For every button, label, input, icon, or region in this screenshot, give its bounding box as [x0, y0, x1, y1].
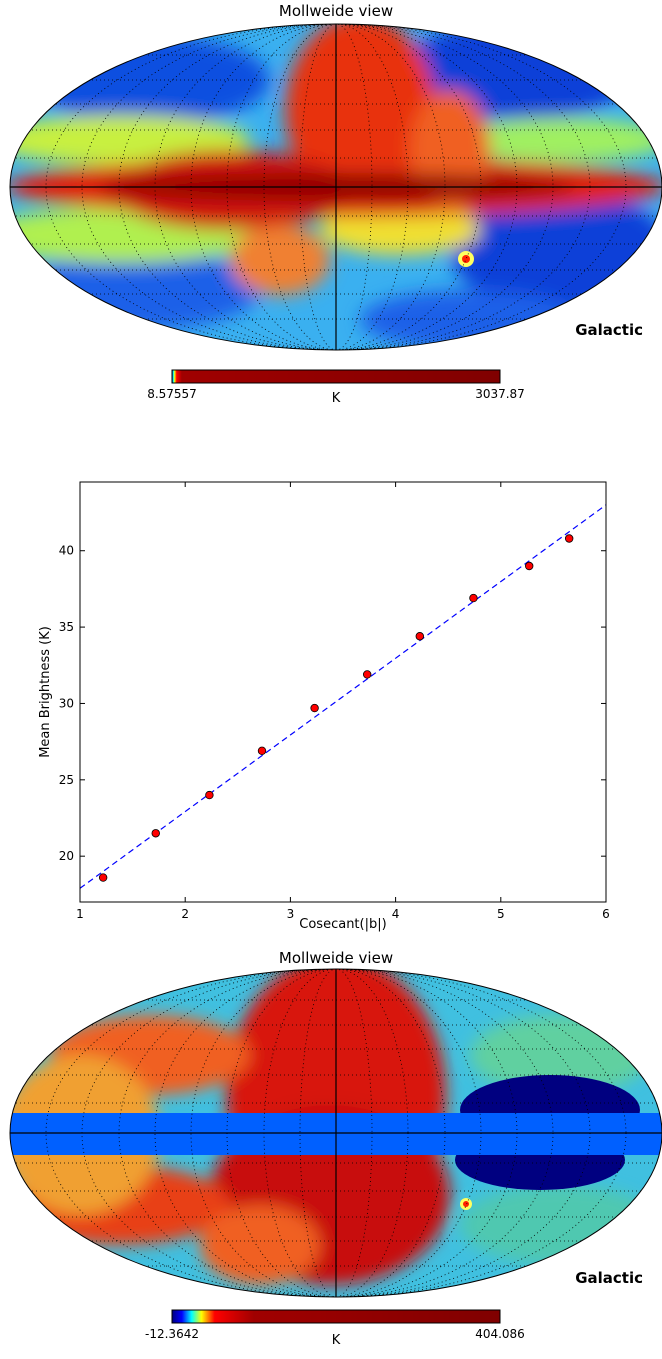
x-axis-label: Cosecant(|b|)	[299, 917, 386, 932]
y-tick-label: 40	[59, 544, 74, 558]
data-point	[525, 561, 534, 571]
data-point	[151, 829, 160, 838]
data-point	[205, 790, 214, 800]
y-tick-label: 30	[59, 696, 74, 710]
data-point	[257, 746, 267, 755]
bottom-map-coord-label: Galactic	[575, 1269, 643, 1287]
top-colorbar-min: 8.57557	[147, 387, 197, 401]
data-point	[415, 632, 424, 641]
fit-line	[79, 504, 607, 889]
scatter-plot: 1 2 3 4 5 6 20 25 30 35 40 Cosecant(|b|) Mean Brig…	[38, 481, 610, 932]
top-map-coord-label: Galactic	[575, 321, 643, 339]
bottom-colorbar	[171, 1309, 501, 1324]
y-tick-label: 25	[59, 773, 74, 787]
bottom-map-title: Mollweide view	[279, 949, 393, 967]
masked-band	[10, 1113, 662, 1155]
x-tick-label: 4	[392, 907, 400, 921]
top-colorbar	[171, 369, 501, 384]
scatter-panel: 1 2 3 4 5 6 20 25 30 35 40 Cosecant(|b|) Mean Brig…	[0, 470, 662, 940]
y-axis-label: Mean Brightness (K)	[38, 626, 53, 758]
plot-frame	[79, 481, 607, 903]
bottom-map-panel: Mollweide view	[0, 945, 662, 1355]
top-map-svg: Mollweide view	[9, 2, 662, 406]
x-tick-label: 3	[287, 907, 295, 921]
x-tick-label: 5	[497, 907, 505, 921]
bottom-map-svg: Mollweide view	[9, 949, 662, 1348]
top-colorbar-unit: K	[332, 391, 341, 406]
data-point	[98, 873, 108, 882]
data-point	[564, 534, 574, 543]
data-point	[362, 670, 372, 679]
x-tick-label: 6	[602, 907, 610, 921]
y-tick-label: 35	[59, 620, 74, 634]
bottom-map-image	[10, 969, 662, 1297]
x-tick-label: 2	[181, 907, 189, 921]
bottom-colorbar-max: 404.086	[475, 1327, 525, 1341]
y-tick-label: 20	[59, 849, 74, 863]
top-map-panel: Mollweide view	[0, 0, 662, 410]
top-colorbar-max: 3037.87	[475, 387, 525, 401]
top-map-title: Mollweide view	[279, 2, 393, 20]
data-point	[469, 593, 478, 603]
x-tick-label: 1	[76, 907, 84, 921]
data-point	[310, 703, 319, 713]
bottom-colorbar-unit: K	[332, 1333, 341, 1348]
bottom-colorbar-min: -12.3642	[145, 1327, 199, 1341]
top-map-image	[10, 24, 662, 350]
